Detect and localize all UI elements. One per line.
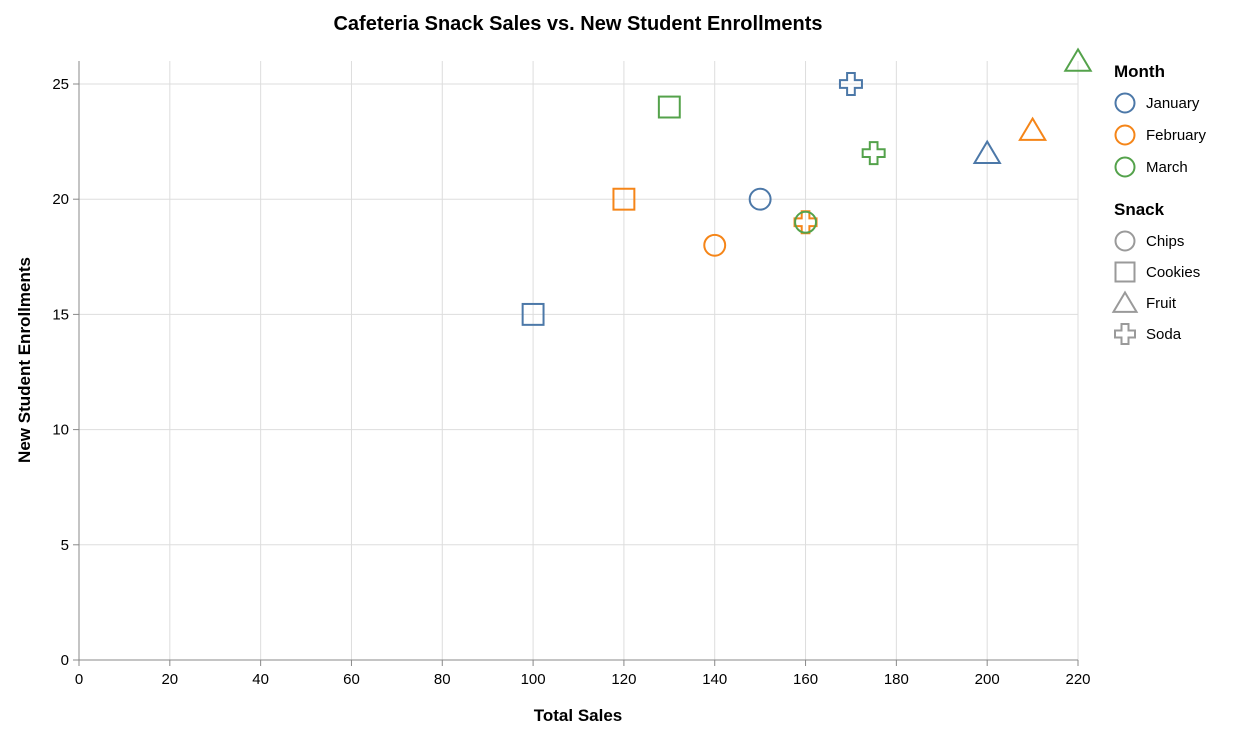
x-tick-label: 80 — [434, 671, 451, 688]
point-february-soda — [793, 210, 818, 235]
legend-symbol-triangle — [1111, 290, 1139, 313]
legend-snack-item: Fruit — [1111, 290, 1177, 313]
legend-symbol-square — [1114, 261, 1136, 283]
x-tick-label: 60 — [343, 671, 360, 688]
x-tick-label: 40 — [252, 671, 269, 688]
point-march-cookies — [657, 95, 681, 119]
point-february-chips — [703, 233, 727, 257]
legend-symbol-circle — [1114, 92, 1136, 114]
y-tick-label: 25 — [52, 76, 69, 93]
legend-symbol-circle — [1114, 230, 1136, 252]
axes: 0 20 40 60 80 100 120 140 160 180 200 220 0 5 10 15 20 25 — [52, 60, 1091, 688]
legend-month-label: March — [1146, 159, 1188, 176]
legend-month-title: Month — [1114, 62, 1165, 81]
point-march-chips — [794, 210, 817, 234]
x-tick-label: 220 — [1065, 671, 1090, 688]
data-points — [521, 47, 1093, 326]
x-tick-label: 180 — [884, 671, 909, 688]
point-february-cookies — [612, 187, 636, 211]
legend-snack-item: Cookies — [1114, 261, 1200, 283]
y-axis-title: New Student Enrollments — [15, 257, 34, 463]
point-march-soda — [861, 141, 886, 166]
grid — [78, 60, 1079, 661]
legend-snack-label: Soda — [1146, 326, 1182, 343]
legend-month-item: March — [1114, 156, 1188, 178]
y-tick-label: 15 — [52, 306, 69, 323]
point-february-fruit — [1018, 116, 1048, 141]
legend-month-label: January — [1146, 95, 1200, 112]
legend-symbol-cross — [1114, 323, 1136, 345]
x-tick-label: 140 — [702, 671, 727, 688]
legend-month-items: January February March — [1114, 92, 1207, 178]
x-tick-label: 120 — [611, 671, 636, 688]
legend-month-item: January — [1114, 92, 1200, 114]
legend-month-item: February — [1114, 124, 1207, 146]
x-tick-label: 160 — [793, 671, 818, 688]
chart-title: Cafeteria Snack Sales vs. New Student En… — [333, 13, 822, 35]
y-tick-label: 20 — [52, 191, 69, 208]
point-january-chips — [748, 187, 772, 211]
x-tick-label: 100 — [521, 671, 546, 688]
legend-snack-label: Chips — [1146, 233, 1184, 250]
point-january-cookies — [521, 302, 545, 326]
legend-snack-item: Chips — [1114, 230, 1184, 252]
y-tick-label: 0 — [61, 652, 69, 669]
legend-month-label: February — [1146, 127, 1207, 144]
x-tick-label: 0 — [75, 671, 83, 688]
y-tick-label: 10 — [52, 422, 69, 439]
legend-symbol-circle — [1114, 156, 1136, 178]
x-axis-title: Total Sales — [534, 706, 623, 725]
legend: Month January February March Snack Chips Co… — [1111, 62, 1207, 345]
y-tick-label: 5 — [61, 537, 69, 554]
point-january-soda — [838, 72, 863, 96]
x-tick-label: 20 — [161, 671, 178, 688]
legend-snack-title: Snack — [1114, 200, 1165, 219]
legend-snack-items: Chips Cookies Fruit Soda — [1111, 230, 1200, 345]
legend-snack-item: Soda — [1114, 323, 1182, 345]
legend-snack-label: Cookies — [1146, 264, 1200, 281]
point-march-fruit — [1063, 47, 1093, 72]
legend-symbol-circle — [1114, 124, 1136, 146]
point-january-fruit — [972, 139, 1002, 164]
legend-snack-label: Fruit — [1146, 295, 1177, 312]
x-tick-label: 200 — [975, 671, 1000, 688]
